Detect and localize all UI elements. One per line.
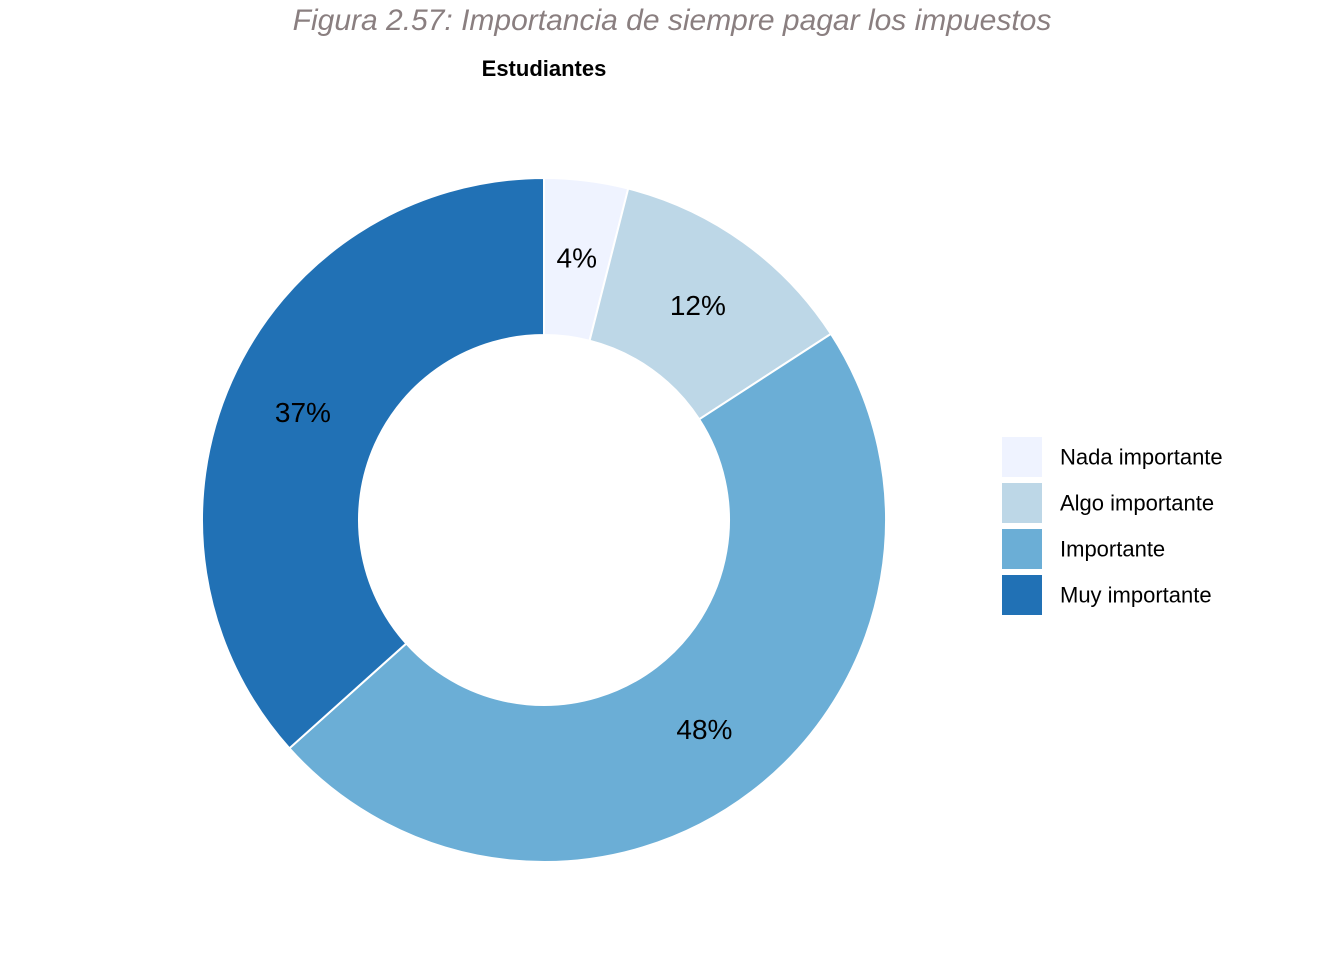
legend-label-importante: Importante <box>1060 537 1165 562</box>
figure-caption: Figura 2.57: Importancia de siempre paga… <box>292 4 1052 37</box>
slice-importante <box>287 332 887 863</box>
donut-slices <box>201 176 887 863</box>
slice-label-importante: 48% <box>676 714 732 745</box>
chart-title: Estudiantes <box>481 56 607 81</box>
legend-swatch-muy-importante <box>1002 575 1042 615</box>
legend-label-nada-importante: Nada importante <box>1060 445 1223 470</box>
slice-labels: 4% 12% 48% 37% <box>275 243 733 746</box>
legend-label-algo-importante: Algo importante <box>1060 491 1214 516</box>
slice-muy-importante <box>201 176 545 750</box>
legend-label-muy-importante: Muy importante <box>1060 583 1212 608</box>
legend-swatch-nada-importante <box>1002 437 1042 477</box>
legend: Nada importante Algo importante Importante… <box>1002 437 1223 615</box>
slice-label-nada-importante: 4% <box>557 243 597 274</box>
slice-label-algo-importante: 12% <box>670 290 726 321</box>
legend-swatch-algo-importante <box>1002 483 1042 523</box>
legend-swatch-importante <box>1002 529 1042 569</box>
slice-label-muy-importante: 37% <box>275 397 331 428</box>
